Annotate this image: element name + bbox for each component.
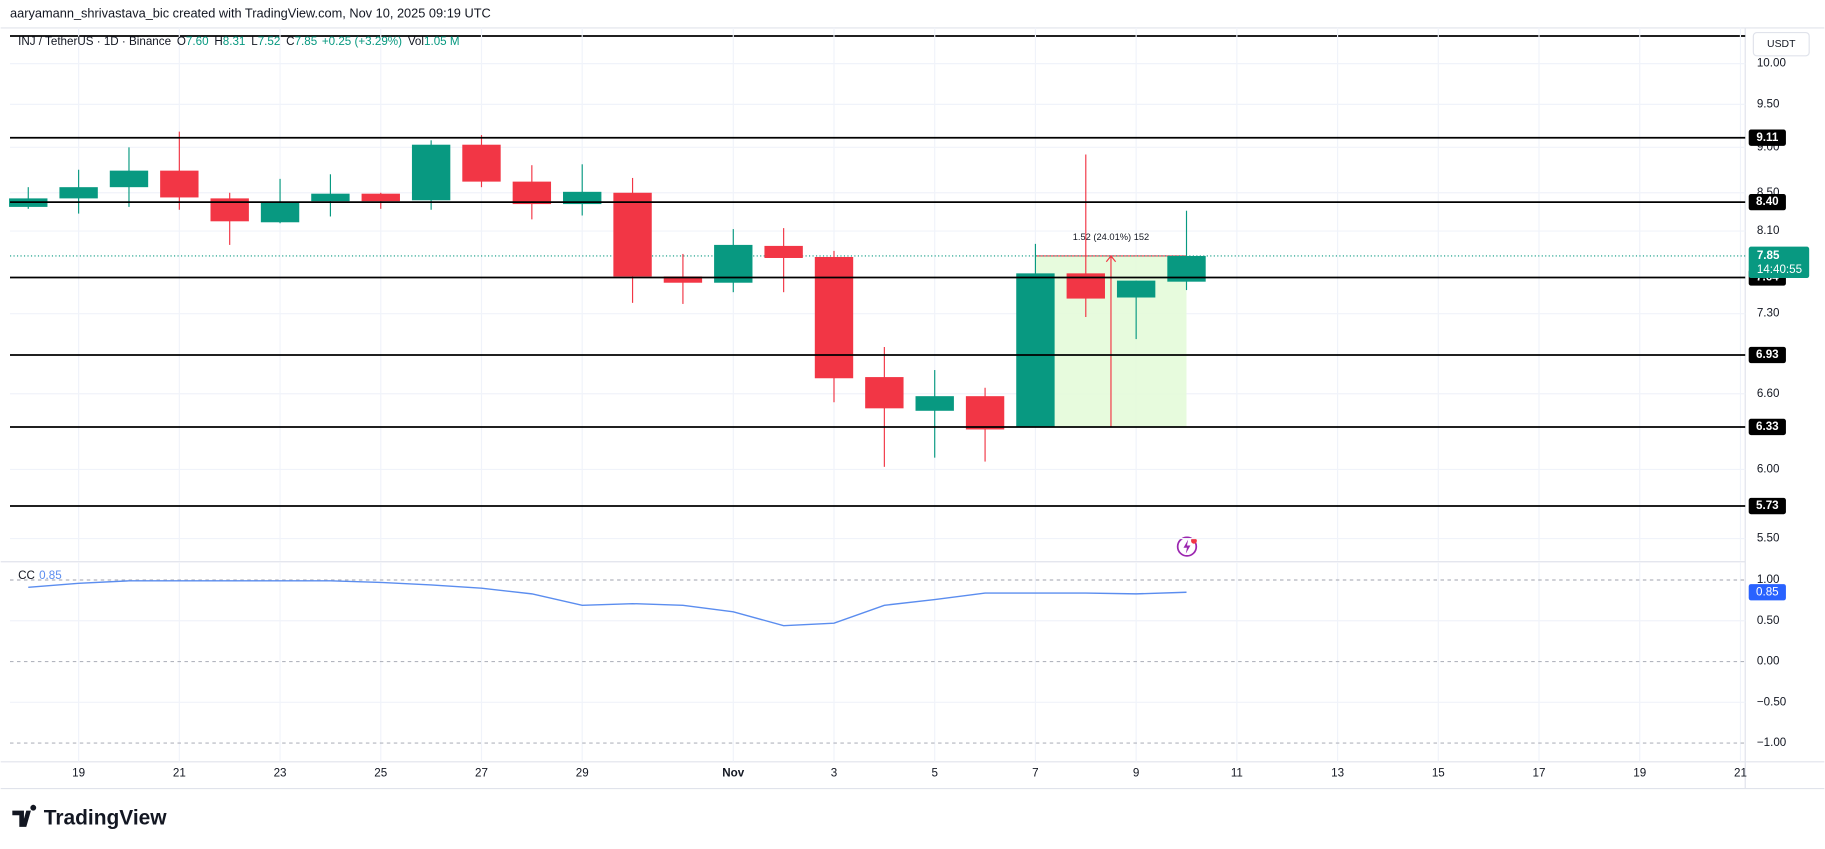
y-tick-label: 10.00 <box>1757 57 1787 70</box>
legend-item: 8.31 <box>223 35 246 48</box>
brand-logo: TradingView <box>12 804 168 829</box>
attribution: aaryamann_shrivastava_bic created with T… <box>10 5 491 20</box>
y-tick-label: 9.50 <box>1757 97 1780 110</box>
brand-name: TradingView <box>44 806 168 829</box>
indicator-line <box>28 580 1187 627</box>
candle-body <box>915 396 954 411</box>
candle-body <box>1116 280 1156 298</box>
level-label-box <box>1748 497 1786 515</box>
measure-label: 1.52 (24.01%) 152 <box>1073 232 1150 242</box>
last-price-label: 7.85 <box>1757 249 1780 262</box>
x-tick-label: 13 <box>1331 766 1344 779</box>
candle-body <box>462 144 501 182</box>
candle-body <box>814 256 854 379</box>
x-tick-label: 17 <box>1533 766 1546 779</box>
x-tick-label: 7 <box>1032 766 1038 779</box>
x-tick-label: 5 <box>931 766 937 779</box>
level-label: 9.11 <box>1756 131 1779 144</box>
currency: USDT <box>1767 39 1796 50</box>
currency-box <box>1752 31 1810 57</box>
x-tick-label: 19 <box>1633 766 1646 779</box>
level-label: 6.93 <box>1756 348 1779 361</box>
y-tick-label: 8.10 <box>1757 224 1780 237</box>
last-price-box <box>1748 246 1810 279</box>
legend-item: H <box>214 35 222 48</box>
indicator-title: CC <box>18 569 35 582</box>
candle-body <box>210 198 249 222</box>
level-label-box <box>1748 346 1786 364</box>
y-tick-label: 0.50 <box>1757 614 1780 627</box>
level-label-box <box>1748 418 1786 436</box>
x-tick-label: 21 <box>173 766 186 779</box>
legend-item: 7.60 <box>186 35 209 48</box>
candle-body <box>260 202 300 223</box>
x-tick-label: 11 <box>1231 766 1243 779</box>
countdown: 14:40:55 <box>1757 263 1802 276</box>
candle-body <box>311 193 350 202</box>
y-tick-label: 5.50 <box>1757 532 1780 545</box>
candle-body <box>512 181 552 205</box>
level-label: 6.33 <box>1756 420 1779 433</box>
candle-body <box>361 193 400 202</box>
candle-body <box>1016 273 1055 427</box>
level-label-box <box>1748 129 1786 146</box>
y-tick-label: 6.00 <box>1757 463 1780 476</box>
candle-body <box>160 170 199 198</box>
y-tick-label: 7.30 <box>1757 307 1780 320</box>
candle-body <box>714 244 753 283</box>
y-tick-label: 0.00 <box>1757 655 1780 668</box>
level-label-box <box>1748 194 1786 211</box>
x-tick-label: 15 <box>1432 766 1445 779</box>
legend-item: C <box>286 35 294 48</box>
candle-body <box>613 192 652 277</box>
candle-body <box>563 191 602 205</box>
x-tick-label: Nov <box>722 766 744 779</box>
legend: INJ / TetherUS · 1D · Binance O7.60 H8.31 L… <box>18 35 459 48</box>
candle-body <box>663 276 703 283</box>
legend-item: L <box>251 35 258 48</box>
indicator-value-box <box>1748 584 1786 601</box>
x-tick-label: 3 <box>831 766 837 779</box>
legend-item: INJ / TetherUS · 1D · Binance <box>18 35 171 48</box>
legend-item: Vol <box>408 35 424 48</box>
x-tick-label: 21 <box>1734 766 1747 779</box>
x-tick-label: 9 <box>1133 766 1139 779</box>
legend-item: 7.52 <box>258 35 281 48</box>
candle-body <box>59 187 98 199</box>
level-label: 5.73 <box>1756 499 1779 512</box>
legend-item: +0.25 (+3.29%) <box>322 35 402 48</box>
y-tick-label: −1.00 <box>1757 736 1787 749</box>
indicator-value-label: 0.85 <box>1756 585 1779 598</box>
candle-body <box>865 377 904 409</box>
alert-icon <box>1176 536 1198 557</box>
y-tick-label: −0.50 <box>1757 695 1787 708</box>
legend-item: 7.85 <box>295 35 318 48</box>
x-tick-label: 25 <box>374 766 387 779</box>
candle-body <box>411 144 451 201</box>
y-tick-label: 6.60 <box>1757 387 1780 400</box>
legend-item: 1.05 M <box>424 35 460 48</box>
x-tick-label: 19 <box>72 766 85 779</box>
x-tick-label: 27 <box>475 766 488 779</box>
y-tick-label: 1.00 <box>1757 573 1780 586</box>
level-label: 8.40 <box>1756 195 1779 208</box>
measure-arrowhead <box>1105 255 1117 263</box>
legend-item: O <box>177 35 186 48</box>
x-tick-label: 23 <box>274 766 287 779</box>
x-tick-label: 29 <box>576 766 589 779</box>
indicator-value: 0.85 <box>39 569 62 582</box>
candle-body <box>965 396 1005 430</box>
candle-body <box>109 170 149 188</box>
candle-body <box>764 245 803 258</box>
